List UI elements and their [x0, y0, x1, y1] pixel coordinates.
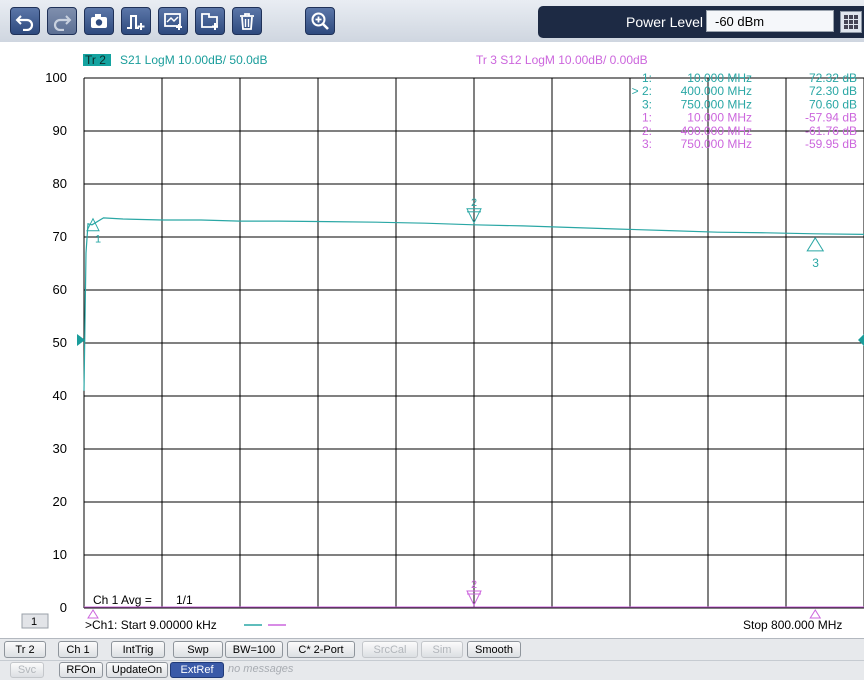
power-level-input[interactable]: -60 dBm	[706, 10, 834, 32]
marker-table-frequency: 750.000 MHz	[681, 97, 752, 111]
softkey-ch1[interactable]: Ch 1	[58, 641, 98, 658]
message-area: no messages	[228, 663, 294, 675]
y-tick-label: 50	[53, 335, 67, 350]
reference-left-arrow[interactable]	[77, 334, 85, 346]
tr2-header[interactable]: S21 LogM 10.00dB/ 50.0dB	[120, 53, 267, 67]
marker-triangle	[466, 590, 482, 607]
y-tick-label: 60	[53, 282, 67, 297]
y-tick-label: 0	[60, 600, 67, 615]
marker-table-value: -57.94 dB	[805, 111, 857, 125]
y-tick-label: 90	[53, 123, 67, 138]
marker-triangle	[86, 217, 100, 232]
marker-table-frequency: 10.000 MHz	[687, 111, 752, 125]
y-tick-label: 100	[45, 70, 67, 85]
keypad-button[interactable]	[840, 11, 862, 33]
softkey-cal[interactable]: C* 2-Port	[287, 641, 355, 658]
add-channel-icon	[201, 13, 218, 30]
camera-icon	[91, 14, 107, 28]
undo-button[interactable]	[10, 7, 40, 35]
add-trace-icon	[164, 13, 182, 30]
avg-value: 1/1	[176, 593, 193, 607]
toolbar: Power Level -60 dBm	[0, 0, 864, 43]
softkey-srccal[interactable]: SrcCal	[362, 641, 418, 658]
traces	[83, 217, 864, 608]
marker-table-frequency: 10.000 MHz	[687, 71, 752, 85]
marker-label: 1	[95, 234, 101, 246]
tr2-tag-bg	[83, 54, 111, 66]
softkey-row-2: Svc RFOn UpdateOn ExtRef no messages	[0, 660, 864, 680]
marker-table-label: 1:	[642, 111, 652, 125]
marker-table-value: 72.30 dB	[809, 84, 857, 98]
marker-table-value: -61.76 dB	[805, 124, 857, 138]
softkey-inttrig[interactable]: IntTrig	[111, 641, 165, 658]
grid	[83, 77, 864, 609]
tr3-header[interactable]: Tr 3 S12 LogM 10.00dB/ 0.00dB	[476, 53, 648, 67]
trace-line-tr-2	[83, 217, 864, 391]
marker-triangle	[466, 208, 482, 224]
softkey-tr2[interactable]: Tr 2	[4, 641, 46, 658]
marker-table-label: > 2:	[632, 84, 652, 98]
measurement-plot[interactable]: Tr 2 S21 LogM 10.00dB/ 50.0dB Tr 3 S12 L…	[0, 42, 864, 636]
marker-table-label: 2:	[642, 124, 652, 138]
add-marker-icon	[127, 15, 145, 30]
avg-label: Ch 1 Avg =	[93, 593, 152, 607]
marker-table-label: 3:	[642, 97, 652, 111]
softkey-extref[interactable]: ExtRef	[170, 662, 224, 678]
marker-table-value: -59.95 dB	[805, 137, 857, 151]
y-tick-label: 20	[53, 494, 67, 509]
undo-icon	[15, 15, 34, 31]
y-tick-label: 30	[53, 441, 67, 456]
stop-frequency[interactable]: Stop 800.000 MHz	[743, 618, 842, 632]
redo-icon	[53, 15, 72, 31]
markers: 1 2 3 2	[86, 197, 825, 619]
softkey-svc[interactable]: Svc	[10, 662, 44, 678]
add-trace-button[interactable]	[158, 7, 188, 35]
marker-table-frequency: 400.000 MHz	[681, 124, 752, 138]
softkey-swp[interactable]: Swp	[173, 641, 223, 658]
chart-svg[interactable]: Tr 2 S21 LogM 10.00dB/ 50.0dB Tr 3 S12 L…	[0, 42, 864, 636]
marker-table-frequency: 750.000 MHz	[681, 137, 752, 151]
y-tick-label: 40	[53, 388, 67, 403]
marker-label: 2	[471, 579, 477, 591]
trash-icon	[240, 13, 254, 30]
marker-table-frequency: 400.000 MHz	[681, 84, 752, 98]
softkey-row-1: Tr 2 Ch 1 IntTrig Swp BW=100 C* 2-Port S…	[0, 638, 864, 661]
y-tick-label: 80	[53, 176, 67, 191]
start-frequency[interactable]: >Ch1: Start 9.00000 kHz	[85, 618, 217, 632]
y-tick-label: 10	[53, 547, 67, 562]
tr2-tag[interactable]: Tr 2	[85, 53, 106, 67]
add-channel-button[interactable]	[195, 7, 225, 35]
marker-table: 1: 10.000 MHz 72.32 dB > 2: 400.000 MHz 72.30…	[632, 71, 857, 151]
softkey-updateon[interactable]: UpdateOn	[106, 662, 168, 678]
marker-triangle	[87, 609, 99, 619]
reference-right-arrow[interactable]	[858, 334, 864, 346]
marker-triangle	[809, 609, 822, 619]
softkey-sim[interactable]: Sim	[421, 641, 463, 658]
marker-triangle	[806, 236, 825, 252]
channel-box[interactable]	[21, 613, 49, 629]
marker-table-label: 3:	[642, 137, 652, 151]
softkey-smooth[interactable]: Smooth	[467, 641, 521, 658]
power-level-panel: Power Level -60 dBm	[538, 6, 864, 38]
softkey-bw[interactable]: BW=100	[225, 641, 283, 658]
marker-label: 3	[812, 256, 819, 270]
zoom-in-icon	[311, 12, 329, 30]
softkey-rfon[interactable]: RFOn	[59, 662, 103, 678]
zoom-button[interactable]	[305, 7, 335, 35]
screenshot-button[interactable]	[84, 7, 114, 35]
delete-button[interactable]	[232, 7, 262, 35]
redo-button[interactable]	[47, 7, 77, 35]
add-marker-button[interactable]	[121, 7, 151, 35]
marker-label: 2	[471, 197, 477, 209]
marker-table-value: 70.60 dB	[809, 97, 857, 111]
keypad-icon	[844, 15, 858, 29]
y-tick-label: 70	[53, 229, 67, 244]
channel-number: 1	[31, 616, 37, 628]
marker-table-value: 72.32 dB	[809, 71, 857, 85]
marker-table-label: 1:	[642, 71, 652, 85]
power-level-label: Power Level	[626, 14, 704, 30]
